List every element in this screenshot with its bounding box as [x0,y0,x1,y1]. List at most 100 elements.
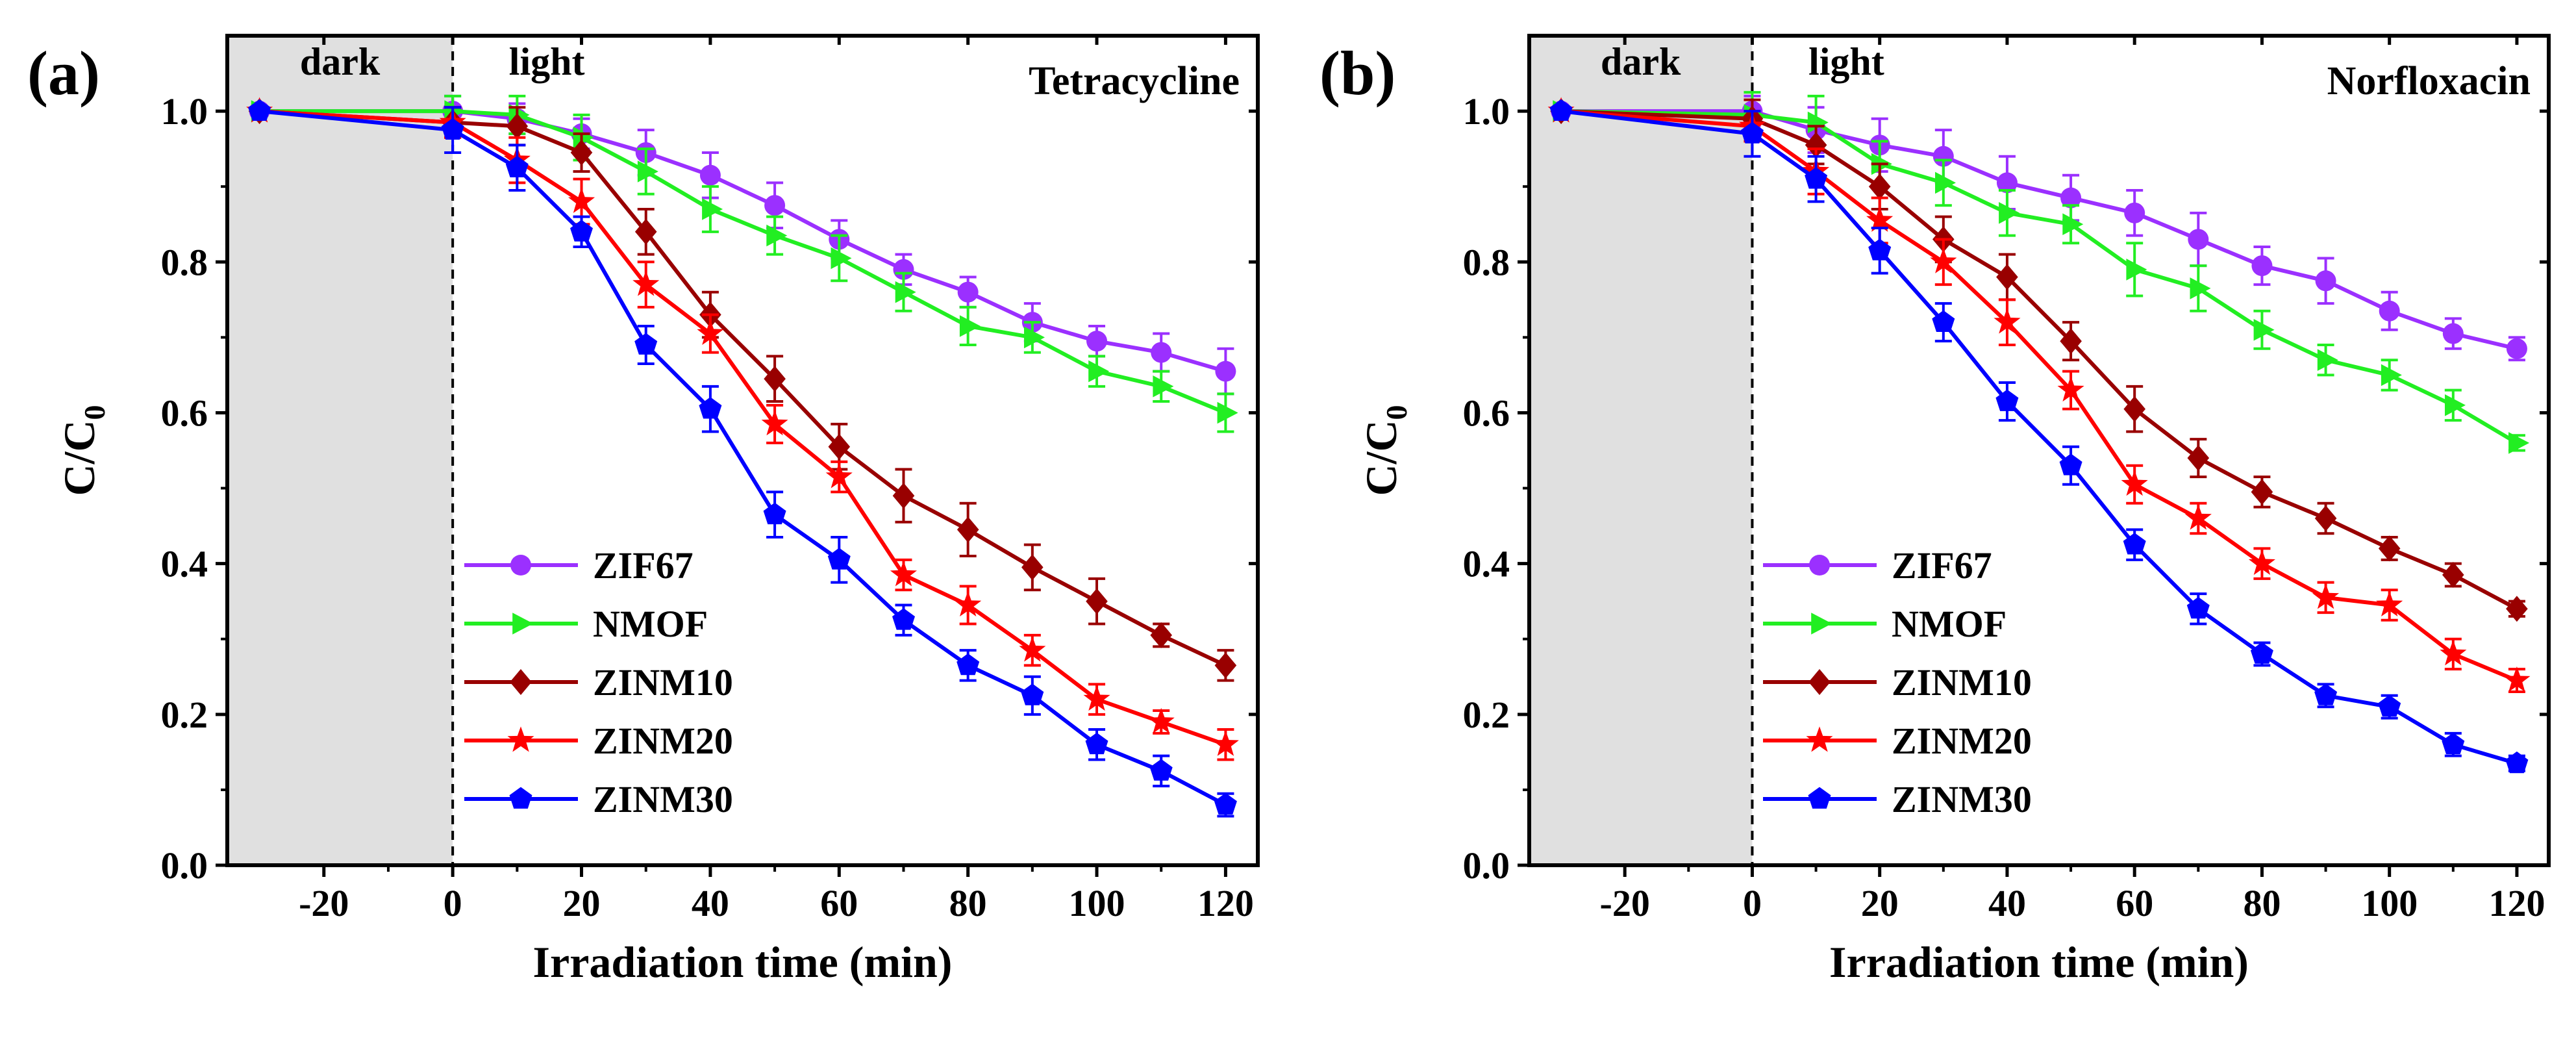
data-point [763,502,786,525]
data-point [2381,364,2402,386]
legend-marker [512,613,534,635]
data-point [764,366,786,392]
data-point [634,218,657,245]
data-point [1930,247,1957,273]
data-point [2378,694,2401,717]
x-tick-label: 80 [2243,882,2281,924]
data-point [1866,206,1894,232]
data-point [2506,338,2527,359]
data-point [697,320,724,345]
data-point [1150,622,1172,648]
x-tick-label: 60 [820,882,858,924]
data-point [2186,596,2210,619]
data-point [1549,99,1573,121]
data-point [2312,583,2340,609]
data-point [827,548,851,570]
data-point [2445,394,2466,416]
data-point [1021,683,1044,705]
legend-label: NMOF [593,603,708,645]
x-tick-label: 0 [1743,882,1762,924]
x-tick-label: 80 [949,882,987,924]
data-point [1932,310,1955,332]
data-point [568,187,595,213]
plot-frame [225,34,1260,867]
legend-marker [510,669,532,695]
data-point [2126,259,2147,281]
legend-marker [509,787,532,809]
x-axis-label: Irradiation time (min) [1829,937,2249,987]
data-point [2060,187,2082,209]
series-line [1561,109,2518,445]
data-point [892,483,915,509]
data-point [2251,255,2273,277]
data-point [699,164,721,186]
data-point [699,397,722,419]
data-point [893,259,914,280]
data-point [2248,550,2275,576]
data-point [1995,389,2019,411]
data-point [957,281,979,303]
y-axis-label-subscript: 0 [78,405,111,420]
data-point [506,113,529,140]
data-point [766,224,788,247]
x-tick-label: 40 [1988,882,2026,924]
y-axis-ticks: 0.0 0.2 0.4 0.6 0.8 1.0 [161,90,1258,887]
data-point [2123,396,2145,422]
data-point [2121,470,2148,496]
data-point [895,281,916,303]
data-point [2508,432,2530,454]
data-point [764,195,786,216]
data-point [1805,167,1828,189]
y-tick-label: 1.0 [161,90,208,133]
data-point [2251,479,2273,505]
y-tick-label: 0.6 [1463,392,1510,434]
data-point [1214,792,1237,815]
chart-panel-a: dark light Tetracycline (a) 0.0 0.2 0.4 0.6 0.8 1… [27,34,1260,987]
dark-label: dark [300,40,381,83]
x-tick-label: 100 [1069,882,1125,924]
y-tick-label: 1.0 [1463,90,1510,133]
legend-label: ZINM30 [1892,778,2032,820]
dark-region [227,36,453,865]
data-point [2442,323,2464,344]
legend: ZIF67 NMOF ZINM10 ZINM20 ZINM30 [464,544,733,820]
panel-label: (a) [27,38,100,108]
data-point [248,99,271,121]
data-point [892,608,915,630]
data-point [1083,685,1110,711]
series-zinm30 [1549,99,2529,774]
data-point [1217,401,1238,424]
x-tick-label: -20 [299,882,349,924]
data-point [761,410,788,436]
x-tick-label: 40 [692,882,729,924]
legend-label: NMOF [1892,603,2007,645]
y-tick-label: 0.6 [161,392,208,434]
data-point [2317,349,2338,371]
data-point [890,561,917,587]
series-line [259,109,1227,747]
data-point [2060,328,2082,355]
data-point [2440,640,2467,666]
dark-label: dark [1601,40,1681,83]
y-axis-label: C/C0 [1357,405,1413,496]
x-tick-label: 120 [1197,882,1254,924]
data-point [2378,535,2401,562]
x-tick-label: 100 [2361,882,2418,924]
data-point [1805,132,1827,158]
data-point [1935,171,1956,194]
data-point [2314,683,2338,705]
data-point [1215,361,1236,382]
x-axis-label: Irradiation time (min) [533,937,953,987]
x-tick-label: -20 [1600,882,1650,924]
data-point [2187,445,2210,472]
data-point [1085,732,1108,755]
series-zinm30 [248,99,1237,818]
y-tick-label: 0.2 [161,694,208,736]
data-point [1868,173,1891,200]
x-tick-label: 120 [2488,882,2545,924]
data-point [957,516,979,543]
y-tick-label: 0.8 [1463,241,1510,283]
data-point [634,333,658,355]
y-tick-label: 0.0 [161,844,208,887]
chart-title: Norfloxacin [2327,59,2531,103]
